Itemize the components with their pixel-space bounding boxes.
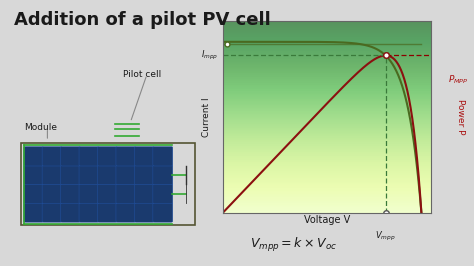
FancyBboxPatch shape: [116, 203, 136, 222]
Text: $V_{mpp}$: $V_{mpp}$: [375, 230, 396, 243]
FancyBboxPatch shape: [79, 184, 99, 203]
FancyBboxPatch shape: [116, 147, 136, 166]
FancyBboxPatch shape: [42, 184, 62, 203]
Text: $I_{mpp}$: $I_{mpp}$: [201, 49, 219, 62]
FancyBboxPatch shape: [61, 165, 81, 185]
FancyBboxPatch shape: [153, 165, 173, 185]
FancyBboxPatch shape: [153, 147, 173, 166]
FancyBboxPatch shape: [42, 203, 62, 222]
FancyBboxPatch shape: [98, 147, 118, 166]
FancyBboxPatch shape: [116, 165, 136, 185]
FancyBboxPatch shape: [135, 147, 155, 166]
FancyBboxPatch shape: [24, 184, 44, 203]
FancyBboxPatch shape: [153, 184, 173, 203]
Text: Addition of a pilot PV cell: Addition of a pilot PV cell: [14, 11, 271, 29]
FancyBboxPatch shape: [24, 165, 44, 185]
FancyBboxPatch shape: [42, 165, 62, 185]
FancyBboxPatch shape: [98, 184, 118, 203]
FancyBboxPatch shape: [79, 165, 99, 185]
Text: $V_{mpp} = k \times V_{oc}$: $V_{mpp} = k \times V_{oc}$: [250, 236, 337, 254]
FancyBboxPatch shape: [135, 184, 155, 203]
FancyBboxPatch shape: [61, 203, 81, 222]
FancyBboxPatch shape: [135, 203, 155, 222]
X-axis label: Voltage V: Voltage V: [304, 215, 350, 225]
FancyBboxPatch shape: [61, 184, 81, 203]
FancyBboxPatch shape: [98, 203, 118, 222]
FancyBboxPatch shape: [79, 147, 99, 166]
Text: Module: Module: [24, 123, 57, 132]
FancyBboxPatch shape: [153, 203, 173, 222]
Text: Pilot cell: Pilot cell: [123, 70, 161, 79]
Text: Current I: Current I: [201, 97, 210, 137]
Text: $P_{MPP}$: $P_{MPP}$: [448, 74, 468, 86]
FancyBboxPatch shape: [79, 203, 99, 222]
FancyBboxPatch shape: [42, 147, 62, 166]
FancyBboxPatch shape: [24, 147, 44, 166]
Text: Power P: Power P: [456, 99, 465, 135]
FancyBboxPatch shape: [98, 165, 118, 185]
FancyBboxPatch shape: [61, 147, 81, 166]
FancyBboxPatch shape: [135, 165, 155, 185]
FancyBboxPatch shape: [116, 184, 136, 203]
FancyBboxPatch shape: [24, 203, 44, 222]
